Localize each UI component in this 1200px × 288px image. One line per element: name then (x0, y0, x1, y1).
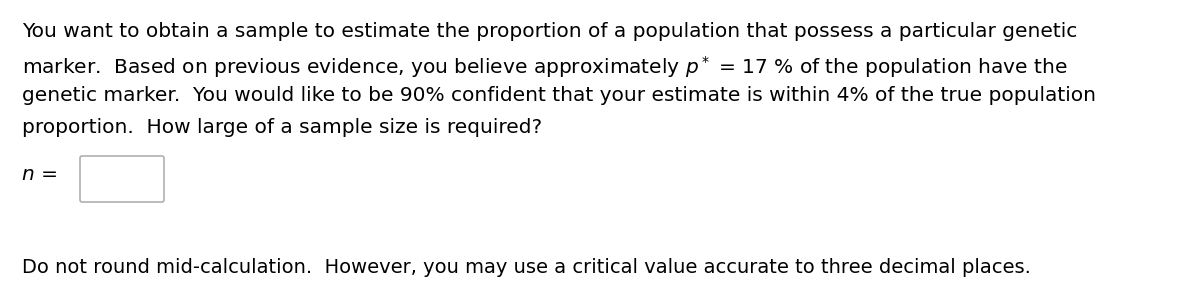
Text: genetic marker.  You would like to be 90% confident that your estimate is within: genetic marker. You would like to be 90%… (22, 86, 1096, 105)
FancyBboxPatch shape (80, 156, 164, 202)
Text: proportion.  How large of a sample size is required?: proportion. How large of a sample size i… (22, 118, 542, 137)
Text: marker.  Based on previous evidence, you believe approximately $p^*$ = 17 % of t: marker. Based on previous evidence, you … (22, 54, 1068, 80)
Text: n =: n = (22, 166, 58, 185)
Text: Do not round mid-calculation.  However, you may use a critical value accurate to: Do not round mid-calculation. However, y… (22, 258, 1031, 277)
Text: You want to obtain a sample to estimate the proportion of a population that poss: You want to obtain a sample to estimate … (22, 22, 1078, 41)
